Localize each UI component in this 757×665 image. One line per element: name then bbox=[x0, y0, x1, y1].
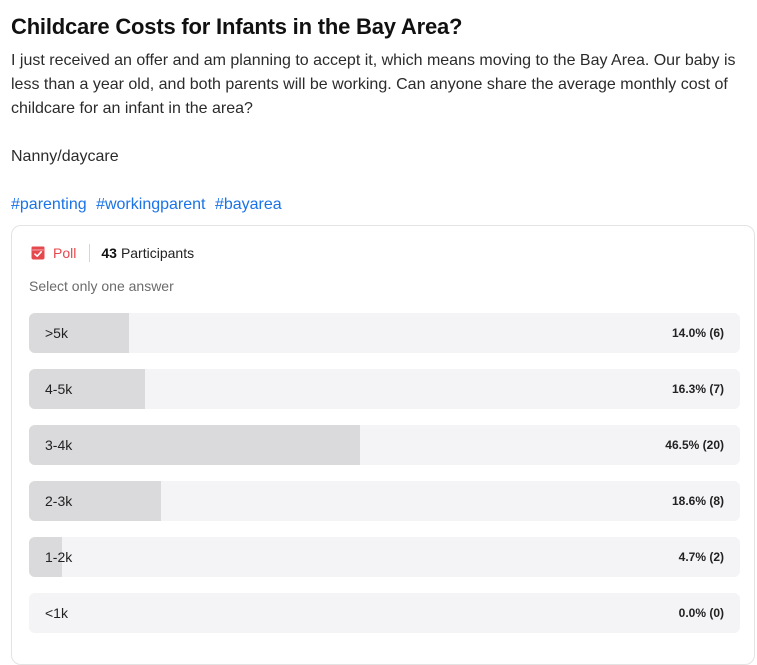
participants-count: 43 bbox=[101, 245, 117, 261]
post: Childcare Costs for Infants in the Bay A… bbox=[11, 0, 751, 217]
post-tags: #parenting #workingparent #bayarea bbox=[11, 193, 751, 217]
option-label: <1k bbox=[45, 605, 68, 621]
option-result: 46.5% (20) bbox=[665, 438, 724, 452]
option-label: 1-2k bbox=[45, 549, 73, 565]
tag-bayarea[interactable]: #bayarea bbox=[214, 196, 282, 213]
option-result: 16.3% (7) bbox=[671, 382, 724, 396]
option-label: 3-4k bbox=[45, 437, 73, 453]
tag-parenting[interactable]: #parenting bbox=[11, 196, 87, 213]
option-result: 4.7% (2) bbox=[678, 550, 724, 564]
poll-option-1-2k[interactable]: 1-2k 4.7% (2) bbox=[29, 537, 740, 577]
option-label: 4-5k bbox=[45, 381, 73, 397]
participants-label: Participants bbox=[120, 245, 195, 261]
poll-option-gt5k[interactable]: >5k 14.0% (6) bbox=[29, 313, 740, 353]
post-subline: Nanny/daycare bbox=[11, 148, 119, 165]
option-result: 18.6% (8) bbox=[671, 494, 724, 508]
option-fill-bar bbox=[29, 425, 360, 465]
option-fill-bar bbox=[29, 537, 63, 577]
poll-card: Poll 43 Participants Select only one ans… bbox=[11, 225, 755, 665]
tag-workingparent[interactable]: #workingparent bbox=[96, 196, 206, 213]
option-label: >5k bbox=[45, 325, 68, 341]
poll-label: Poll bbox=[53, 245, 77, 261]
post-body: I just received an offer and am planning… bbox=[11, 52, 736, 117]
poll-option-2-3k[interactable]: 2-3k 18.6% (8) bbox=[29, 481, 740, 521]
poll-option-3-4k[interactable]: 3-4k 46.5% (20) bbox=[29, 425, 740, 465]
option-label: 2-3k bbox=[45, 493, 73, 509]
poll-option-4-5k[interactable]: 4-5k 16.3% (7) bbox=[29, 369, 740, 409]
poll-option-lt1k[interactable]: <1k 0.0% (0) bbox=[29, 593, 740, 633]
option-fill-bar bbox=[29, 313, 129, 353]
poll-instruction: Select only one answer bbox=[29, 278, 174, 294]
poll-icon bbox=[30, 245, 46, 261]
option-fill-bar bbox=[29, 481, 162, 521]
option-fill-bar bbox=[29, 369, 145, 409]
post-title: Childcare Costs for Infants in the Bay A… bbox=[11, 14, 463, 39]
poll-options: >5k 14.0% (6) 4-5k 16.3% (7) 3-4k 46.5% … bbox=[29, 313, 740, 649]
option-result: 14.0% (6) bbox=[671, 326, 724, 340]
option-result: 0.0% (0) bbox=[678, 606, 724, 620]
header-divider bbox=[89, 244, 91, 262]
poll-header: Poll 43 Participants bbox=[30, 243, 194, 263]
